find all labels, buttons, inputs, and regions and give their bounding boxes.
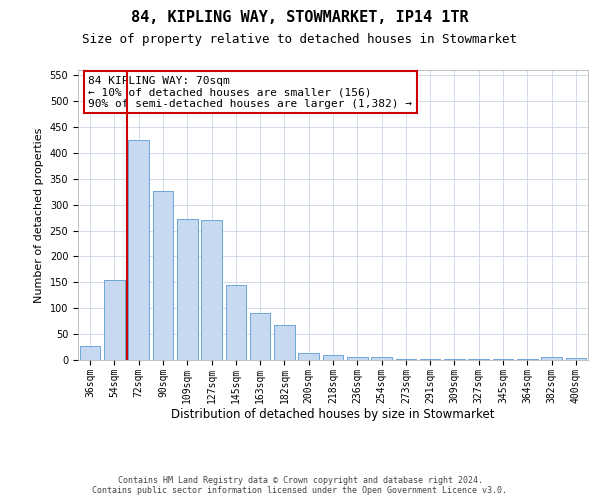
Bar — [298, 354, 319, 360]
Bar — [323, 355, 343, 360]
Bar — [80, 346, 100, 360]
Bar — [104, 280, 125, 360]
Bar — [250, 314, 271, 360]
Bar — [541, 358, 562, 360]
Bar — [371, 358, 392, 360]
Text: 84 KIPLING WAY: 70sqm
← 10% of detached houses are smaller (156)
90% of semi-det: 84 KIPLING WAY: 70sqm ← 10% of detached … — [88, 76, 412, 109]
Text: 84, KIPLING WAY, STOWMARKET, IP14 1TR: 84, KIPLING WAY, STOWMARKET, IP14 1TR — [131, 10, 469, 25]
Bar — [201, 220, 222, 360]
Bar — [566, 358, 586, 360]
X-axis label: Distribution of detached houses by size in Stowmarket: Distribution of detached houses by size … — [171, 408, 495, 422]
Bar — [347, 358, 368, 360]
Text: Contains HM Land Registry data © Crown copyright and database right 2024.
Contai: Contains HM Land Registry data © Crown c… — [92, 476, 508, 495]
Bar — [274, 326, 295, 360]
Bar — [420, 359, 440, 360]
Bar — [128, 140, 149, 360]
Text: Size of property relative to detached houses in Stowmarket: Size of property relative to detached ho… — [83, 32, 517, 46]
Bar — [226, 285, 246, 360]
Y-axis label: Number of detached properties: Number of detached properties — [34, 128, 44, 302]
Bar — [152, 190, 173, 360]
Bar — [177, 219, 197, 360]
Bar — [395, 359, 416, 360]
